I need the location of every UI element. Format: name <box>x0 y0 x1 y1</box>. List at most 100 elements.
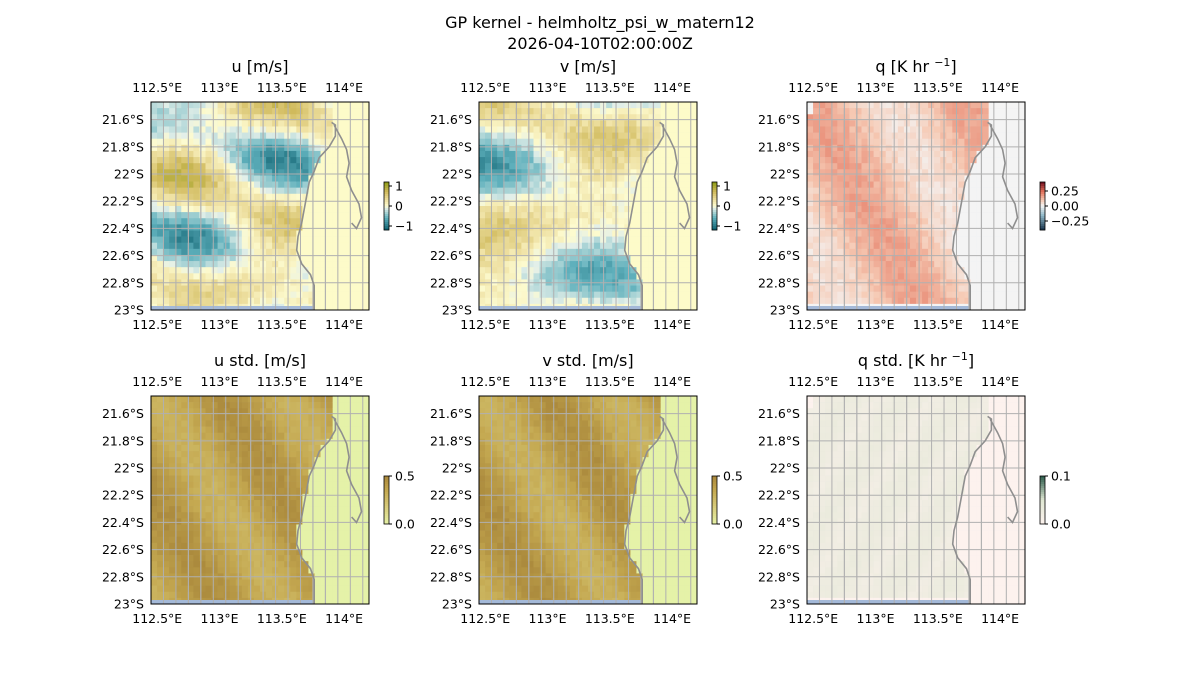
field-cell <box>308 524 315 531</box>
field-cell <box>479 206 486 213</box>
field-cell <box>569 138 577 146</box>
field-cell <box>491 108 498 115</box>
field-cell <box>581 261 589 268</box>
field-cell <box>266 463 273 470</box>
field-cell <box>296 144 303 152</box>
field-cell <box>308 457 315 464</box>
field-cell <box>958 102 965 109</box>
field-cell <box>278 248 285 256</box>
field-cell <box>217 481 224 489</box>
field-cell <box>897 261 905 268</box>
field-cell <box>151 199 158 207</box>
field-cell <box>509 181 516 188</box>
field-cell <box>332 181 340 188</box>
field-cell <box>205 402 212 409</box>
field-cell <box>946 236 953 244</box>
lon-tick-label-top: 113°E <box>201 80 239 95</box>
field-cell <box>545 230 552 237</box>
field-cell <box>199 585 206 593</box>
field-cell <box>169 224 176 231</box>
field-cell <box>867 163 874 170</box>
field-cell <box>855 163 862 170</box>
field-cell <box>181 585 188 593</box>
field-cell <box>819 199 826 207</box>
field-cell <box>594 212 601 219</box>
field-cell <box>241 261 249 268</box>
field-cell <box>217 396 224 403</box>
field-cell <box>909 248 917 256</box>
field-cell <box>326 585 333 593</box>
field-cell <box>290 457 297 464</box>
field-cell <box>205 212 212 219</box>
field-cell <box>545 187 552 195</box>
colorbar-segment <box>1040 216 1045 219</box>
field-cell <box>612 144 619 152</box>
field-cell <box>217 542 224 550</box>
field-cell <box>946 212 953 219</box>
field-cell <box>873 224 880 231</box>
field-cell <box>642 193 649 201</box>
field-cell <box>618 150 625 158</box>
field-cell <box>630 138 637 146</box>
field-cell <box>855 248 862 256</box>
field-cell <box>1000 254 1008 262</box>
field-cell <box>563 102 571 109</box>
field-cell <box>581 193 589 201</box>
field-cell <box>169 199 176 207</box>
field-cell <box>253 481 261 489</box>
field-cell <box>199 169 206 176</box>
field-cell <box>885 114 893 121</box>
colorbar-segment <box>712 208 717 211</box>
field-cell <box>163 518 170 525</box>
field-cell <box>278 457 285 464</box>
field-cell <box>497 242 504 250</box>
field-cell <box>296 561 303 568</box>
field-cell <box>163 285 170 292</box>
field-cell <box>199 224 206 231</box>
field-cell <box>205 181 212 188</box>
field-cell <box>175 254 182 262</box>
field-cell <box>344 218 352 225</box>
field-cell <box>594 138 601 146</box>
field-cell <box>193 524 200 531</box>
field-cell <box>163 396 170 403</box>
field-cell <box>503 224 510 231</box>
field-cell <box>193 157 200 164</box>
field-cell <box>813 163 820 170</box>
field-cell <box>855 175 862 182</box>
field-cell <box>284 132 291 140</box>
field-cell <box>241 487 249 495</box>
field-cell <box>302 224 309 231</box>
field-cell <box>229 285 237 292</box>
field-cell <box>831 261 838 268</box>
field-cell <box>350 114 358 121</box>
colorbar-tick-label: −1 <box>723 219 741 234</box>
field-cell <box>320 144 327 152</box>
field-cell <box>515 236 522 244</box>
field-cell <box>302 218 309 225</box>
field-cell <box>545 261 552 268</box>
field-cell <box>624 157 631 164</box>
field-cell <box>235 285 243 292</box>
field-cell <box>612 206 619 213</box>
field-cell <box>302 102 309 109</box>
field-cell <box>813 206 820 213</box>
field-cell <box>521 273 528 280</box>
field-cell <box>533 175 540 182</box>
field-cell <box>326 420 333 427</box>
field-cells <box>807 102 1026 311</box>
field-cell <box>612 120 619 127</box>
field-cell <box>624 193 631 201</box>
field-cell <box>922 144 929 152</box>
field-cell <box>660 273 668 280</box>
field-cell <box>994 273 1002 280</box>
field-cell <box>843 187 850 195</box>
field-cell <box>332 579 340 586</box>
field-cell <box>563 181 571 188</box>
field-cell <box>976 254 983 262</box>
field-cell <box>199 187 206 195</box>
field-cell <box>666 108 674 115</box>
field-cell <box>205 555 212 562</box>
field-cell <box>849 248 856 256</box>
field-cell <box>581 108 589 115</box>
